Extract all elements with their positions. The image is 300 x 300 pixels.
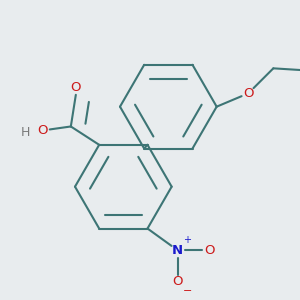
Text: O: O xyxy=(172,275,183,288)
Text: O: O xyxy=(243,87,254,100)
Text: O: O xyxy=(204,244,214,257)
Text: O: O xyxy=(37,124,48,137)
Text: N: N xyxy=(172,244,183,257)
Text: H: H xyxy=(21,126,31,139)
Text: O: O xyxy=(70,81,81,94)
Text: +: + xyxy=(184,235,191,245)
Text: −: − xyxy=(183,286,192,296)
